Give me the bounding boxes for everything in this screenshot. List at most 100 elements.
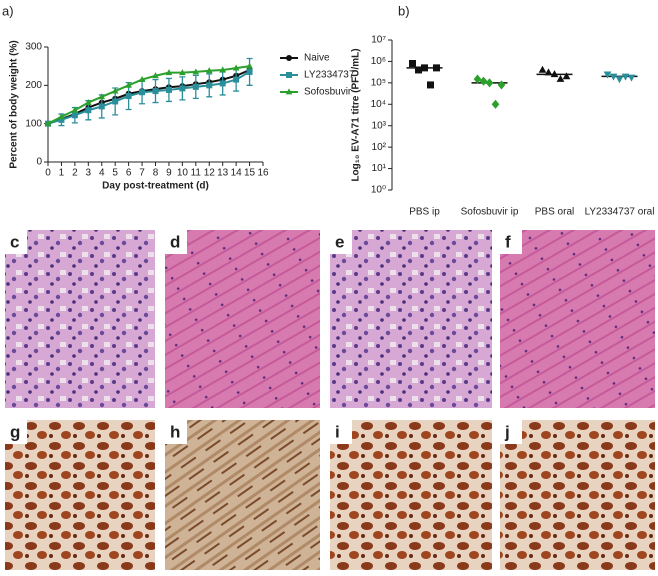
marker [415,66,422,74]
marker [152,88,159,95]
series-line [47,69,250,125]
marker [85,98,92,105]
x-tick-label: 11 [191,168,202,179]
image-c [5,230,155,408]
marker [609,73,618,81]
marker [85,107,92,114]
y-tick-label: 10⁵ [371,77,386,88]
marker [485,78,494,88]
marker [192,83,199,90]
marker [409,60,416,68]
image-label-box [330,230,352,254]
marker [627,74,636,82]
marker [179,69,186,76]
y-tick-label: 0 [36,157,42,168]
marker [233,76,240,83]
marker [421,64,428,72]
x-tick-label: PBS ip [409,207,440,218]
image-label: j [504,422,510,441]
x-tick-label: Sofosbuvir ip [461,207,519,218]
image-label: d [170,232,180,251]
y-axis-title: Log₁₀ EV-A71 titre (PFU/mL) [351,48,362,181]
image-label-box [5,420,27,444]
image-label-box [5,230,27,254]
image-f [500,230,655,408]
legend-label: Naive [304,53,330,64]
marker [98,103,105,110]
marker [427,81,434,89]
legend-marker [285,88,293,95]
marker [44,120,52,127]
x-tick-label: 4 [99,168,105,179]
image-label: h [170,422,180,441]
image-e [330,230,492,408]
x-tick-label: 3 [86,168,92,179]
x-tick-label: 2 [72,168,78,179]
marker [538,65,547,73]
marker [138,75,146,82]
x-tick-label: 9 [166,168,172,179]
legend-label: LY2334737 [304,70,355,81]
image-label-box [330,420,352,444]
marker [433,64,440,72]
y-tick-label: 300 [25,42,42,53]
image-label: i [335,422,340,441]
x-tick-label: 12 [204,168,216,179]
marker [246,62,253,69]
image-label-box [500,420,522,444]
image-d [165,230,320,408]
marker [497,80,506,90]
y-tick-label: 200 [25,80,42,91]
histology-panels [5,230,655,570]
marker [98,93,106,100]
marker [112,98,119,105]
legend-label: Sofosbuvir [304,87,352,98]
marker [544,68,553,76]
legend-marker [286,55,292,61]
marker [206,82,213,89]
series-line [47,71,251,125]
marker [152,72,159,79]
image-label: e [335,232,344,251]
marker [165,69,173,76]
x-tick-label: 16 [257,168,269,179]
x-tick-label: PBS oral [535,207,574,218]
marker [603,71,612,79]
marker [562,72,571,80]
marker [473,74,482,84]
image-label: c [10,232,19,251]
marker [165,86,172,93]
marker [491,99,500,109]
marker [232,64,240,71]
marker [139,89,146,96]
y-tick-label: 10⁴ [371,99,386,110]
y-tick-label: 10⁰ [371,185,386,196]
marker [550,70,559,78]
series-line [47,65,250,125]
image-label: g [10,422,20,441]
x-tick-label: 0 [45,168,51,179]
marker [219,80,226,87]
panel-label: b) [398,3,410,18]
y-tick-label: 100 [25,118,42,129]
y-tick-label: 10³ [372,120,387,131]
image-label-box [500,230,522,254]
y-tick-label: 10⁶ [371,56,386,67]
x-tick-label: 7 [139,168,145,179]
image-label-box [165,420,187,444]
marker [58,113,65,120]
marker [179,85,186,92]
image-label: f [505,232,511,251]
marker [615,76,624,84]
image-j [500,420,655,570]
marker [192,68,200,75]
image-i [330,420,492,570]
marker [246,68,253,75]
image-g [5,420,155,570]
legend-marker [286,72,292,78]
marker [621,73,630,81]
x-tick-label: 1 [59,168,65,179]
marker [71,112,78,119]
x-tick-label: 14 [231,168,243,179]
